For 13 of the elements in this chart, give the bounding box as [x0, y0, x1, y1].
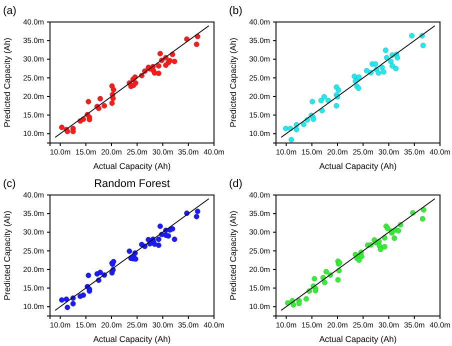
y-axis-title: Predicted Capacity (Ah)	[2, 37, 12, 128]
text: (a)	[3, 5, 16, 17]
y-axis-title: Predicted Capacity (Ah)	[228, 210, 238, 300]
text: (b)	[229, 5, 242, 17]
y-axis-title: Predicted Capacity (Ah)	[2, 210, 12, 300]
x-axis-title: Actual Capacity (Ah)	[319, 161, 397, 171]
text: (d)	[229, 178, 242, 190]
x-axis-title: Actual Capacity (Ah)	[319, 334, 397, 344]
y-axis-title: Predicted Capacity (Ah)	[228, 37, 238, 128]
chart-title: Random Forest	[94, 178, 170, 190]
x-axis-title: Actual Capacity (Ah)	[93, 334, 171, 344]
text: (c)	[3, 178, 16, 190]
x-axis-title: Actual Capacity (Ah)	[93, 161, 171, 171]
